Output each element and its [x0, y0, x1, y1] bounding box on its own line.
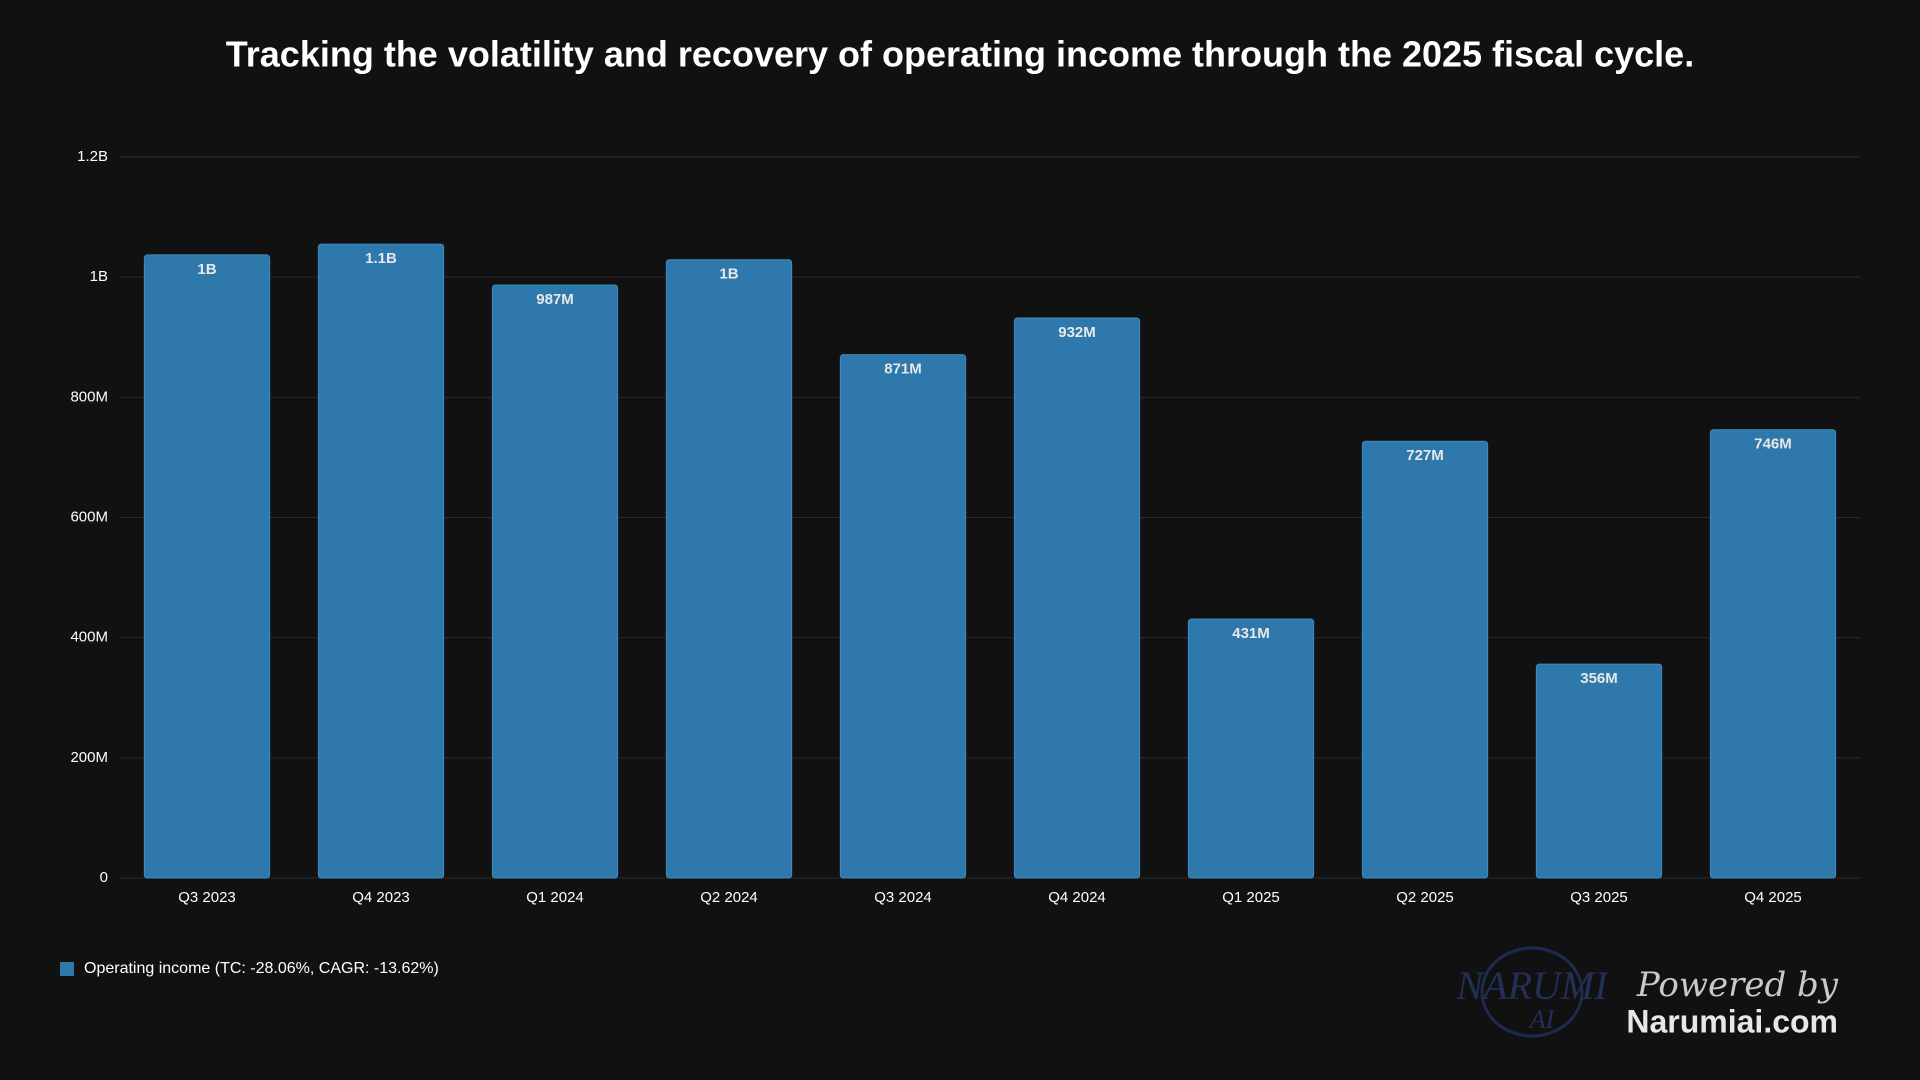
data-label: 932M: [1058, 324, 1096, 341]
bar: [1709, 429, 1837, 879]
data-label: 356M: [1580, 670, 1618, 687]
x-tick-label: Q4 2023: [352, 889, 410, 906]
x-tick-label: Q1 2024: [526, 889, 584, 906]
x-tick-label: Q2 2025: [1396, 889, 1454, 906]
bar: [317, 243, 445, 879]
y-tick-label: 1.2B: [77, 148, 108, 165]
logo-text: AI: [1528, 1005, 1556, 1034]
bar: [491, 284, 619, 879]
data-label: 1.1B: [365, 250, 397, 267]
data-label: 987M: [536, 291, 574, 308]
site: Narumiai.com: [1626, 1003, 1838, 1039]
x-tick-label: Q1 2025: [1222, 889, 1280, 906]
bar: [839, 354, 967, 879]
x-tick-label: Q4 2025: [1744, 889, 1802, 906]
data-label: 1B: [719, 266, 738, 283]
y-tick-label: 200M: [70, 749, 108, 766]
bar: [1535, 663, 1663, 879]
legend-label: Operating income (TC: -28.06%, CAGR: -13…: [84, 960, 439, 977]
y-tick-label: 400M: [70, 629, 108, 646]
y-tick-label: 0: [100, 869, 108, 886]
bar: [1013, 317, 1141, 879]
x-tick-label: Q3 2025: [1570, 889, 1628, 906]
data-label: 431M: [1232, 625, 1270, 642]
data-label: 871M: [884, 361, 922, 378]
logo-text: NARUMI: [1455, 963, 1609, 1008]
data-label: 746M: [1754, 436, 1792, 453]
x-tick-label: Q3 2023: [178, 889, 236, 906]
powered-by: Powered by: [1636, 965, 1839, 1005]
chart-title: Tracking the volatility and recovery of …: [226, 34, 1694, 75]
x-tick-label: Q4 2024: [1048, 889, 1106, 906]
data-label: 1B: [197, 261, 216, 278]
x-tick-label: Q2 2024: [700, 889, 758, 906]
bar: [1361, 440, 1489, 879]
watermark: NARUMI AI Powered by Narumiai.com: [1455, 946, 1839, 1039]
y-tick-label: 600M: [70, 508, 108, 525]
y-tick-label: 1B: [90, 268, 108, 285]
logo-ring: [1480, 946, 1584, 1038]
data-label: 727M: [1406, 447, 1444, 464]
bar: [665, 259, 793, 879]
bar: [143, 254, 271, 879]
bar: [1187, 618, 1315, 879]
legend-swatch: [60, 962, 74, 976]
x-tick-label: Q3 2024: [874, 889, 932, 906]
y-tick-label: 800M: [70, 388, 108, 405]
